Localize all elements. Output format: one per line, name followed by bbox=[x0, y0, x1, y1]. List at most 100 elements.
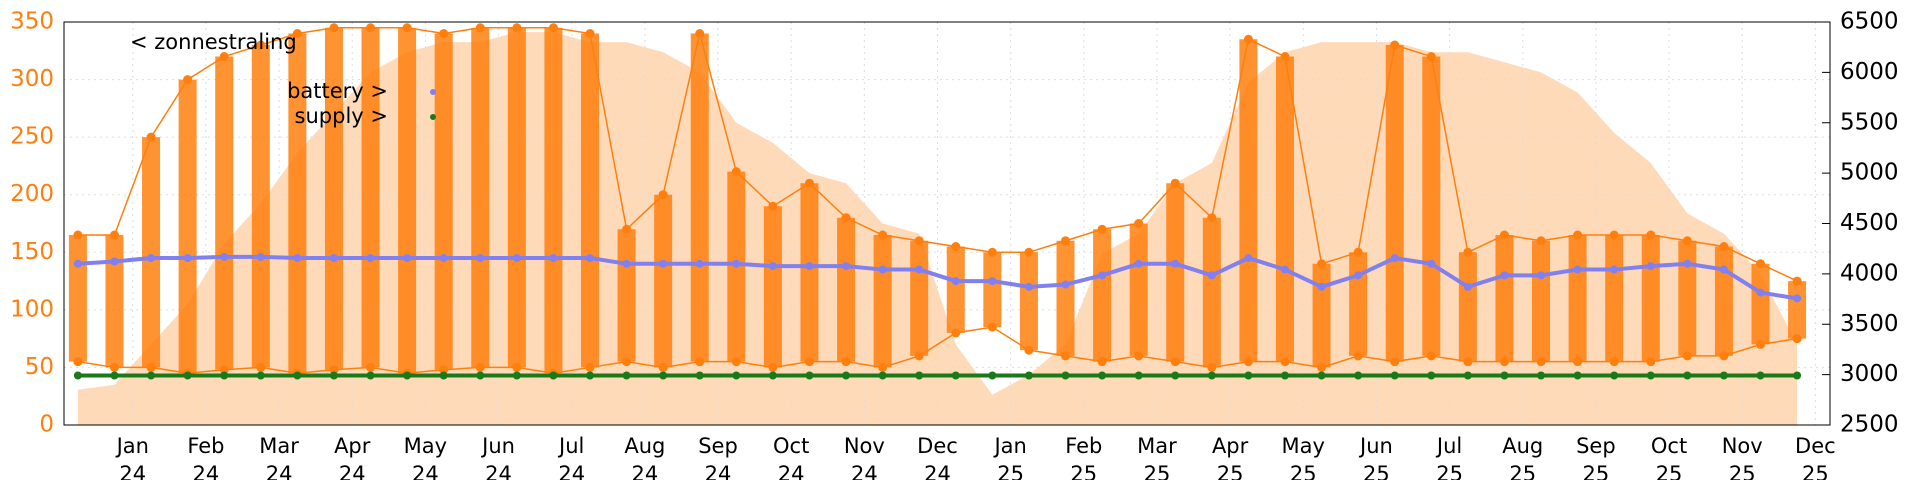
data-point bbox=[110, 371, 119, 380]
data-point bbox=[476, 254, 485, 263]
data-point bbox=[878, 371, 887, 380]
data-point bbox=[1098, 271, 1107, 280]
data-point bbox=[146, 132, 156, 142]
data-point bbox=[548, 23, 558, 33]
data-point bbox=[220, 371, 229, 380]
data-point bbox=[695, 357, 705, 367]
data-point bbox=[914, 351, 924, 361]
y2-tick-label: 6000 bbox=[1840, 59, 1899, 85]
data-point bbox=[1536, 357, 1546, 367]
data-point bbox=[1756, 339, 1766, 349]
x-tick-label: Oct 24 bbox=[773, 434, 809, 480]
data-point bbox=[293, 371, 302, 380]
data-point bbox=[951, 277, 960, 286]
data-point bbox=[1061, 351, 1071, 361]
data-point bbox=[1426, 351, 1436, 361]
data-point bbox=[219, 52, 229, 62]
data-point bbox=[658, 190, 668, 200]
data-point bbox=[147, 254, 156, 263]
x-tick-label: Mar 24 bbox=[259, 434, 299, 480]
x-tick-label: Apr 24 bbox=[334, 434, 371, 480]
data-point bbox=[366, 254, 375, 263]
data-point bbox=[695, 259, 704, 268]
data-point bbox=[1243, 357, 1253, 367]
data-point bbox=[183, 75, 193, 85]
data-point bbox=[659, 371, 668, 380]
data-point bbox=[1573, 265, 1582, 274]
data-point bbox=[1353, 247, 1363, 257]
data-point bbox=[914, 236, 924, 246]
data-point bbox=[1390, 254, 1399, 263]
data-point bbox=[1097, 357, 1107, 367]
data-point bbox=[987, 322, 997, 332]
data-point bbox=[256, 40, 266, 50]
data-point bbox=[1792, 276, 1802, 286]
data-point bbox=[1719, 242, 1729, 252]
data-point bbox=[1573, 371, 1582, 380]
data-point bbox=[1061, 371, 1070, 380]
data-point bbox=[585, 371, 594, 380]
y2-tick-label: 3000 bbox=[1840, 361, 1899, 387]
data-point bbox=[1170, 178, 1180, 188]
data-point bbox=[768, 362, 778, 372]
data-point bbox=[183, 254, 192, 263]
data-point bbox=[512, 254, 521, 263]
data-point bbox=[1682, 351, 1692, 361]
data-point bbox=[1463, 282, 1472, 291]
data-point bbox=[1317, 371, 1326, 380]
y-tick-label: 300 bbox=[10, 66, 54, 92]
data-point bbox=[1646, 230, 1656, 240]
plot-frame bbox=[63, 21, 1831, 426]
data-point bbox=[475, 362, 485, 372]
data-point bbox=[146, 362, 156, 372]
data-point bbox=[1646, 262, 1655, 271]
data-point bbox=[1134, 219, 1144, 228]
data-point bbox=[549, 371, 558, 380]
data-point bbox=[987, 247, 997, 257]
data-point bbox=[110, 257, 119, 266]
data-point bbox=[1134, 371, 1143, 380]
data-point bbox=[403, 371, 412, 380]
data-point bbox=[73, 259, 82, 268]
x-tick-label: Jul 24 bbox=[557, 434, 585, 480]
data-point bbox=[1499, 230, 1509, 240]
data-point bbox=[1207, 371, 1216, 380]
data-point bbox=[329, 371, 338, 380]
data-point bbox=[1024, 371, 1033, 380]
data-point bbox=[1756, 371, 1765, 380]
data-point bbox=[403, 254, 412, 263]
y2-tick-label: 4000 bbox=[1840, 260, 1899, 286]
data-point bbox=[1098, 371, 1107, 380]
data-point bbox=[915, 371, 924, 380]
x-tick-label: Nov 25 bbox=[1722, 434, 1763, 480]
data-point bbox=[585, 362, 595, 372]
data-point bbox=[512, 23, 522, 33]
data-point bbox=[622, 357, 632, 367]
data-point bbox=[439, 29, 449, 39]
data-point bbox=[292, 29, 302, 39]
data-point bbox=[329, 254, 338, 263]
data-point bbox=[1719, 351, 1729, 361]
data-point bbox=[1207, 271, 1216, 280]
data-point bbox=[366, 371, 375, 380]
series-line bbox=[77, 254, 1798, 301]
data-point bbox=[1537, 371, 1546, 380]
x-tick-label: Dec 24 bbox=[917, 434, 958, 480]
data-point bbox=[622, 224, 632, 234]
y-tick-label: 100 bbox=[10, 296, 54, 322]
data-point bbox=[951, 371, 960, 380]
data-point bbox=[1390, 371, 1399, 380]
data-point bbox=[366, 23, 376, 33]
x-tick-label: May 25 bbox=[1282, 434, 1325, 480]
data-point bbox=[402, 23, 412, 33]
data-point bbox=[1756, 259, 1766, 269]
data-point bbox=[585, 254, 594, 263]
data-point bbox=[951, 242, 961, 252]
data-point bbox=[804, 178, 814, 188]
data-point bbox=[1792, 334, 1802, 344]
data-point bbox=[329, 365, 339, 375]
data-point bbox=[915, 265, 924, 274]
x-tick-label: May 24 bbox=[404, 434, 447, 480]
data-point bbox=[73, 371, 82, 380]
